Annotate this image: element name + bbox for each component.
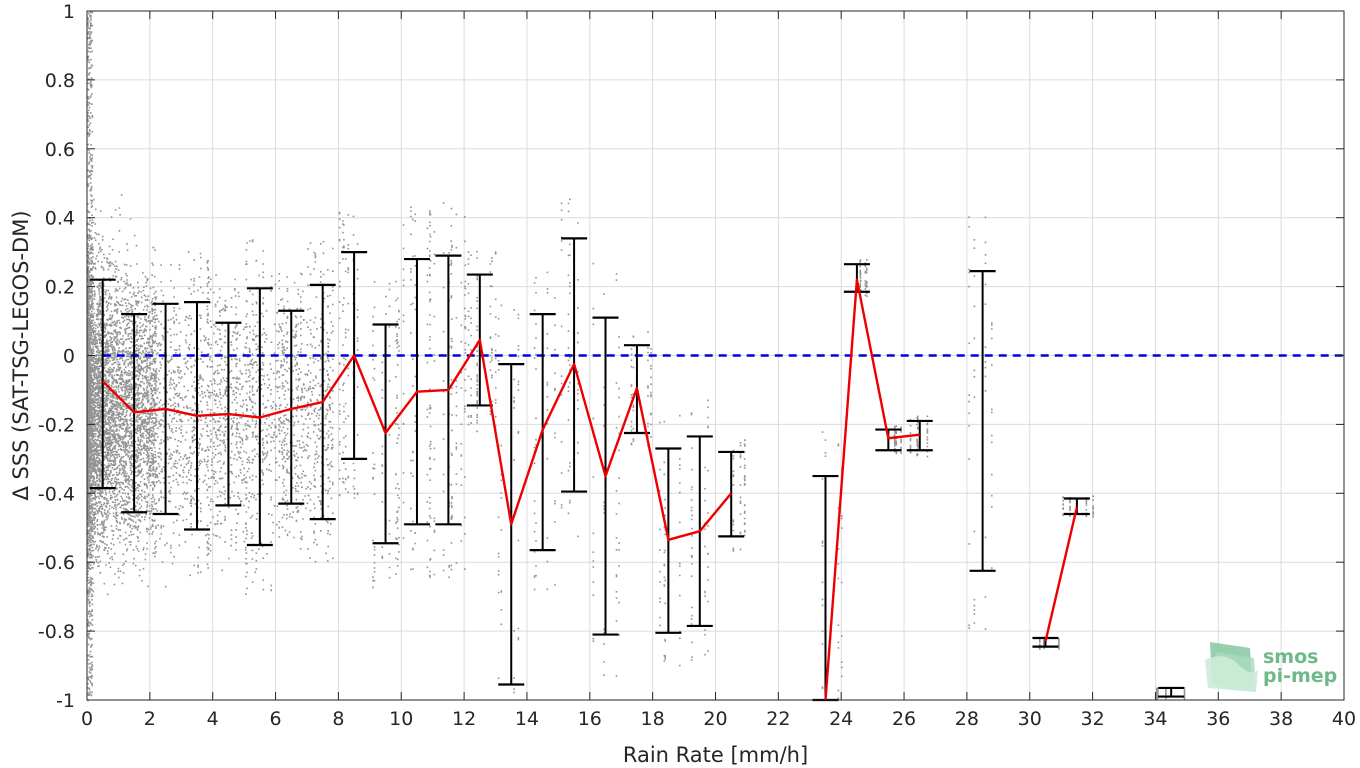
x-tick-label: 26 <box>892 708 916 730</box>
y-tick-label: -1 <box>56 690 75 712</box>
logo-line2: pi-mep <box>1263 665 1337 687</box>
x-tick-label: 38 <box>1269 708 1293 730</box>
x-tick-label: 4 <box>207 708 219 730</box>
x-axis: 0 2 4 6 8 10 12 14 16 18 20 22 24 26 28 30 32 34 36 38 40 <box>81 11 1356 730</box>
x-tick-label: 8 <box>332 708 344 730</box>
x-tick-label: 22 <box>766 708 790 730</box>
x-tick-label: 0 <box>81 708 93 730</box>
x-axis-label: Rain Rate [mm/h] <box>623 743 808 767</box>
x-tick-label: 6 <box>270 708 282 730</box>
x-tick-label: 16 <box>578 708 602 730</box>
y-tick-label: -0.4 <box>38 483 75 505</box>
x-tick-label: 10 <box>389 708 413 730</box>
error-bar <box>1158 686 1185 698</box>
error-bar <box>89 278 116 490</box>
y-tick-label: 0.2 <box>45 277 75 299</box>
mean-line-segment <box>824 278 920 701</box>
x-tick-label: 36 <box>1206 708 1230 730</box>
y-tick-label: 0.8 <box>45 70 75 92</box>
mean-line <box>101 278 1079 701</box>
y-axis-label: Δ SSS (SAT-TSG-LEGOS-DM) <box>9 210 33 500</box>
logo-line1: smos <box>1263 646 1318 668</box>
y-tick-label: 0.6 <box>45 139 75 161</box>
y-tick-label: -0.2 <box>38 414 75 436</box>
y-tick-label: -0.6 <box>38 552 75 574</box>
x-tick-label: 34 <box>1143 708 1167 730</box>
x-tick-label: 2 <box>144 708 156 730</box>
x-tick-label: 12 <box>452 708 476 730</box>
y-tick-label: 0.4 <box>45 208 75 230</box>
x-tick-label: 32 <box>1081 708 1105 730</box>
smos-pi-mep-logo: smos pi-mep <box>1205 642 1337 692</box>
y-tick-label: 0 <box>63 346 75 368</box>
x-tick-label: 40 <box>1332 708 1356 730</box>
y-tick-label: -0.8 <box>38 621 75 643</box>
y-tick-label: 1 <box>63 1 75 23</box>
error-bar <box>278 309 305 505</box>
x-tick-label: 28 <box>955 708 979 730</box>
x-tick-label: 18 <box>641 708 665 730</box>
mean-line-segment <box>101 338 733 541</box>
y-axis: -1 -0.8 -0.6 -0.4 -0.2 0 0.2 0.4 0.6 0.8 1 <box>38 1 1344 712</box>
mean-line-segment <box>1044 506 1079 642</box>
x-tick-label: 20 <box>703 708 727 730</box>
x-tick-label: 30 <box>1018 708 1042 730</box>
error-bar <box>969 269 996 572</box>
x-tick-label: 14 <box>515 708 539 730</box>
x-tick-label: 24 <box>829 708 853 730</box>
